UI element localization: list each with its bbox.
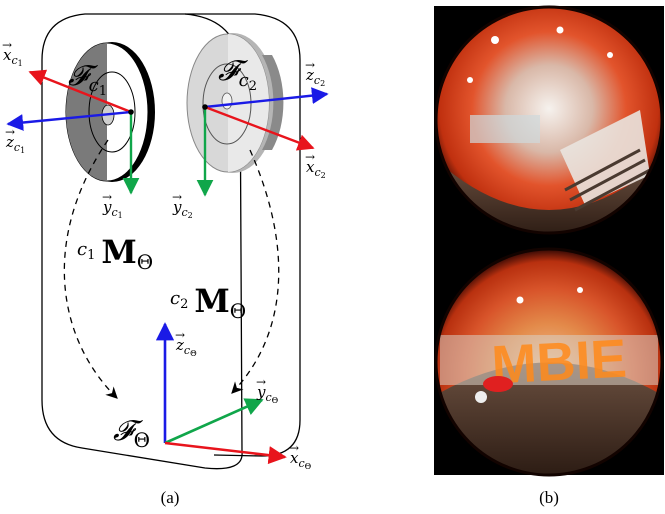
svg-text:MBIE: MBIE bbox=[490, 329, 628, 396]
rig-body-front bbox=[41, 13, 243, 470]
camera2-y-label: → yc2 bbox=[172, 187, 193, 220]
caption-a: (a) bbox=[161, 488, 180, 507]
fisheye-photo-bottom: MBIE bbox=[436, 249, 662, 475]
rig-frame-label: 𝓕Θ bbox=[113, 414, 150, 452]
camera1-x-label: → xc1 bbox=[2, 35, 23, 68]
camera2-x-arrow bbox=[204, 105, 315, 151]
caption-b: (b) bbox=[539, 488, 559, 507]
transform1-label: c1 MΘ bbox=[77, 233, 153, 274]
rig-x-label: → xcΘ bbox=[289, 438, 312, 471]
rig-y-arrow bbox=[164, 398, 264, 445]
camera1-x-arrow bbox=[28, 69, 132, 114]
camera2-x-label: → xc2 bbox=[305, 147, 326, 180]
camera1-z-arrow bbox=[6, 110, 132, 131]
camera1-lens bbox=[65, 42, 155, 182]
rig-x-arrow bbox=[164, 441, 287, 465]
transform2-label: c2 MΘ bbox=[170, 282, 246, 323]
transform2-dashed-arrow bbox=[231, 149, 280, 394]
rig-y-label: → ycΘ bbox=[256, 372, 279, 405]
rig-z-label: → zcΘ bbox=[175, 325, 197, 358]
panel-a: 𝓕c1 → xc1 → zc1 → yc1 𝓕c2 → zc2 → xc2 → … bbox=[2, 13, 329, 507]
transform1-dashed-arrow bbox=[63, 139, 118, 399]
camera2-z-label: → zc2 bbox=[305, 55, 325, 88]
camera2-z-arrow bbox=[204, 87, 329, 109]
camera1-z-label: → zc1 bbox=[5, 122, 25, 155]
camera1-y-label: → yc1 bbox=[102, 187, 123, 220]
panel-b: MBIE (b) bbox=[434, 5, 664, 507]
